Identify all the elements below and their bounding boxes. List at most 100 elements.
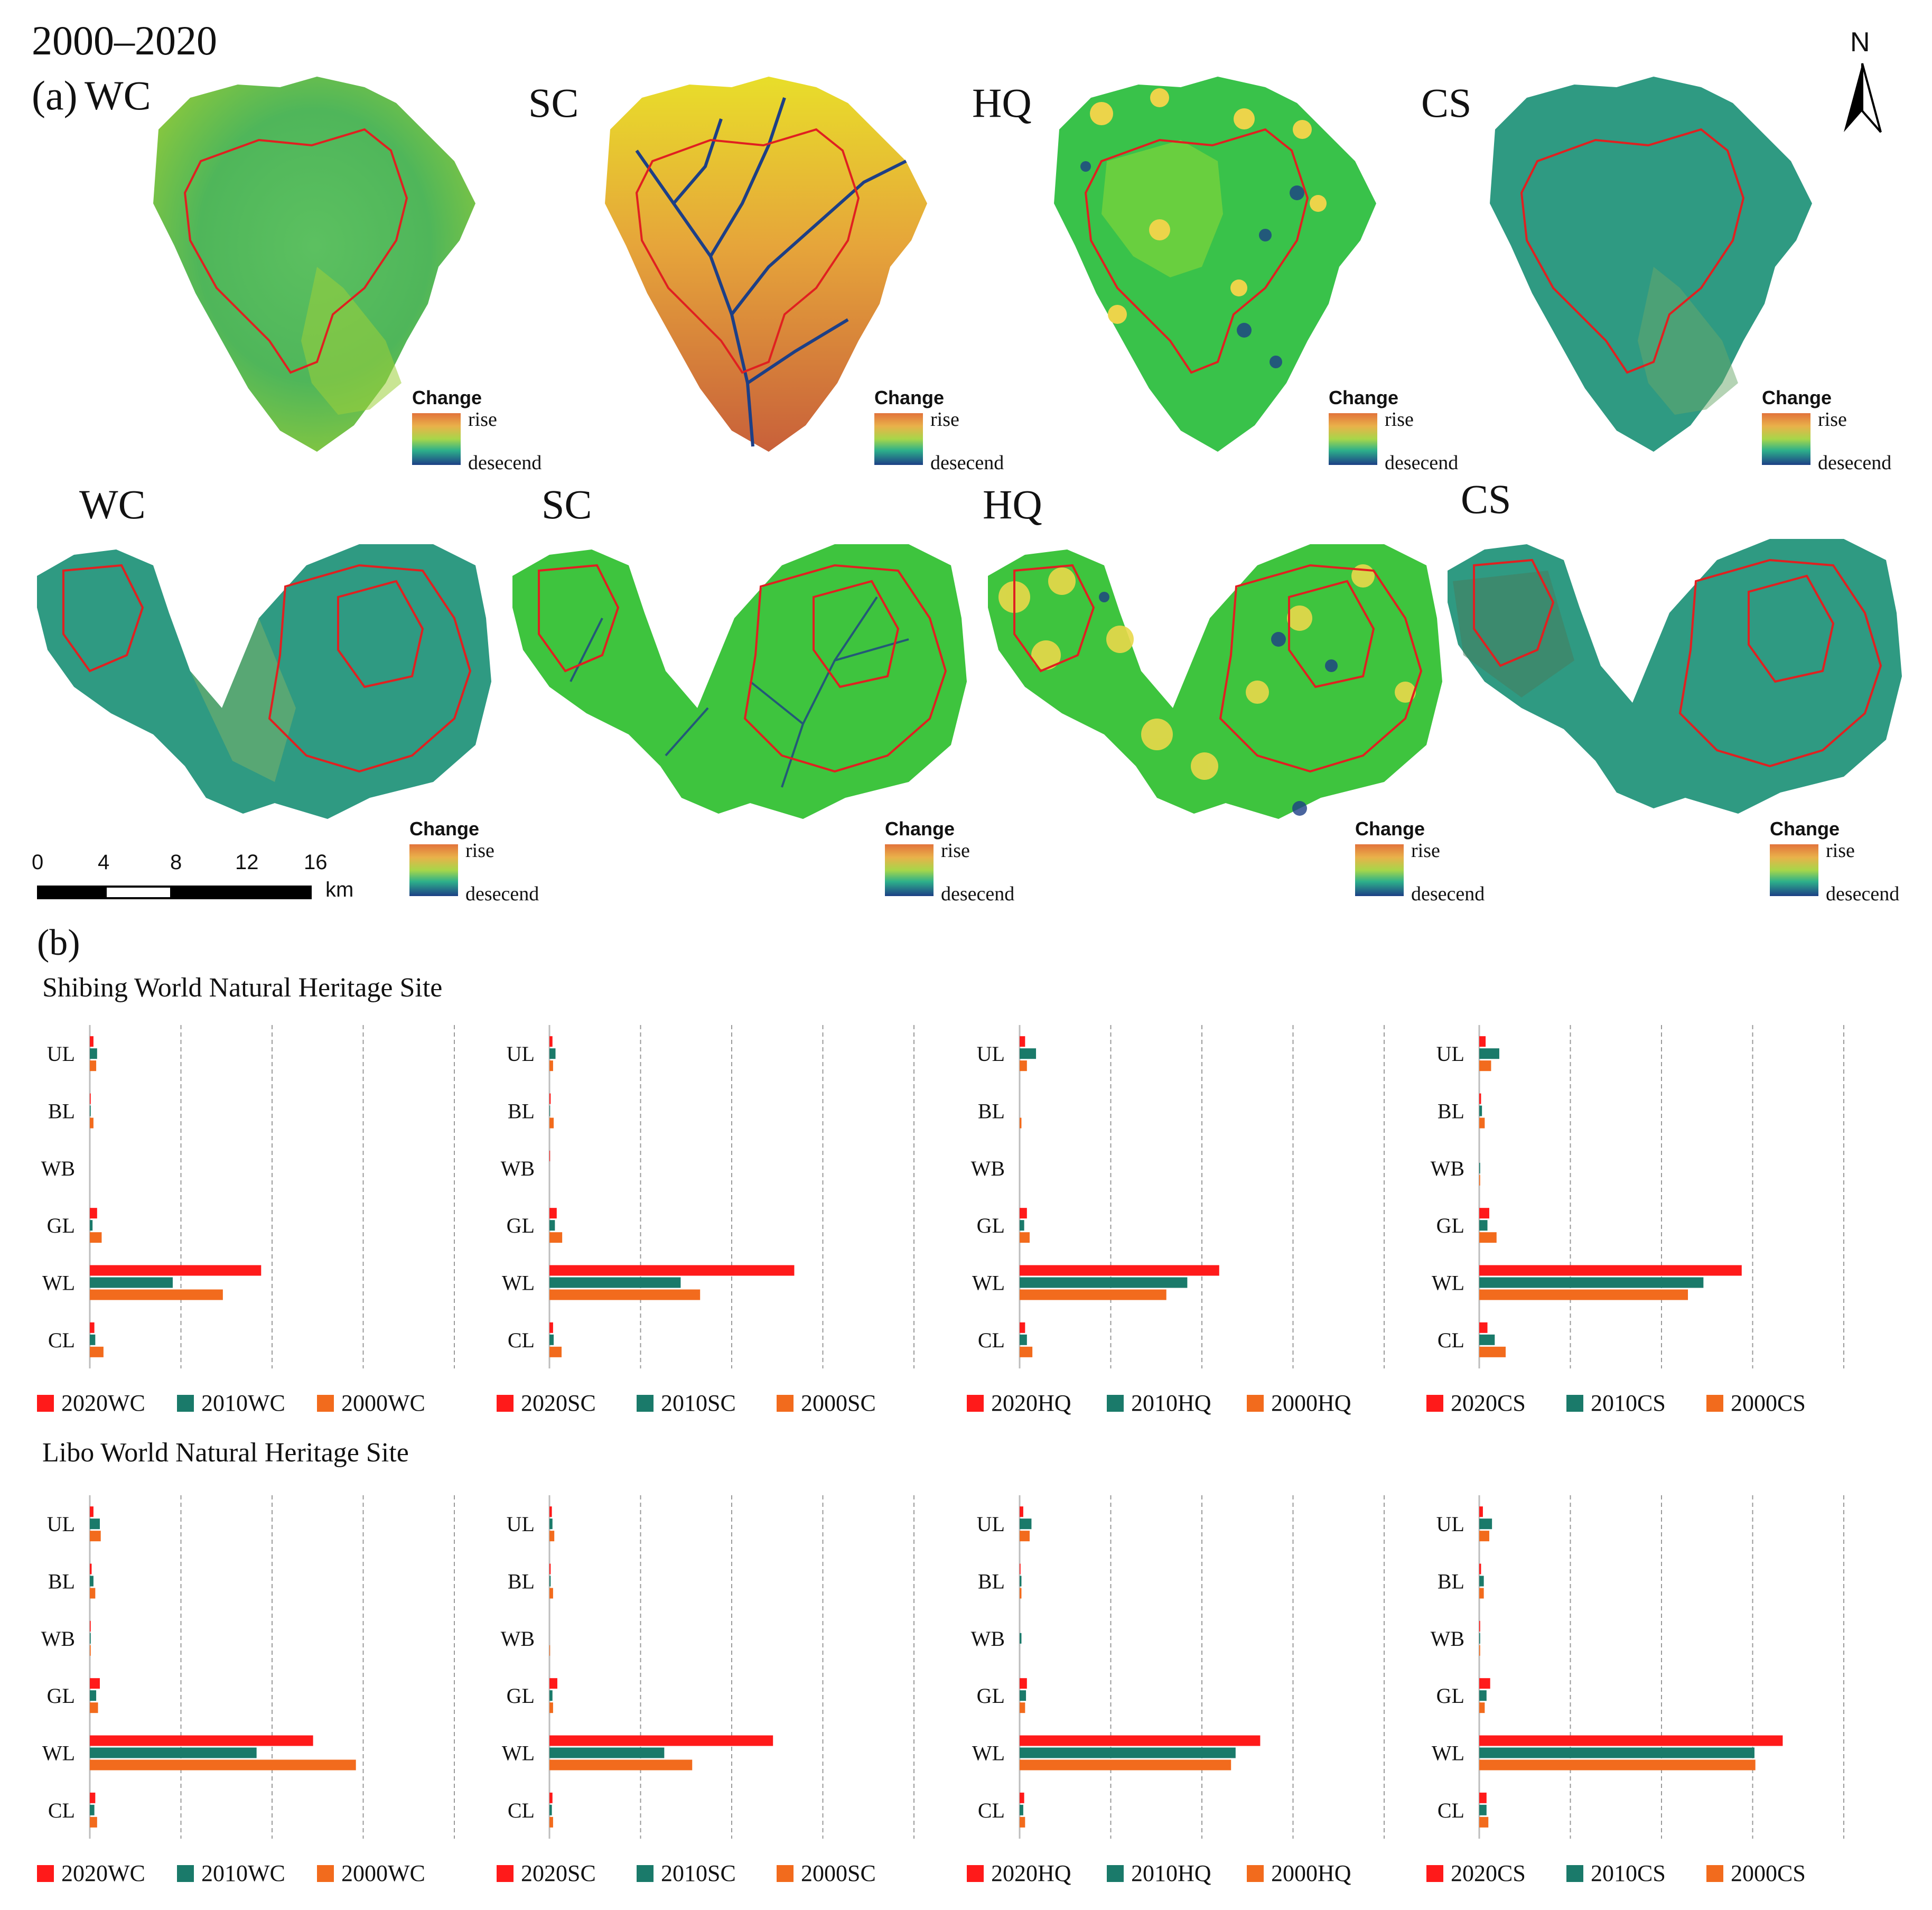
legend-low-label: desecend <box>941 883 1015 905</box>
bar-2000wc-wb <box>90 1645 91 1656</box>
scale-tick-12: 12 <box>235 851 259 874</box>
bar-2020sc-cl <box>549 1792 553 1803</box>
category-label-bl: BL <box>48 1100 75 1123</box>
bar-2000cs-wl <box>1479 1759 1756 1771</box>
legend-high-label: rise <box>468 408 497 431</box>
legend-libo-cs: Change rise desecend <box>1770 818 1932 905</box>
bar-2010cs-wl <box>1479 1747 1754 1758</box>
bar-2010wc-gl <box>90 1220 93 1231</box>
category-label-cl: CL <box>508 1328 535 1352</box>
category-label-ul: UL <box>507 1512 535 1536</box>
legend-label-2010wc: 2010WC <box>201 1860 285 1886</box>
bar-2000hq-wl <box>1020 1759 1231 1771</box>
legend-high-label: rise <box>1818 408 1847 431</box>
legend-swatch-2000wc <box>317 1865 334 1882</box>
bar-2000hq-ul <box>1020 1060 1027 1072</box>
bar-2000cs-cl <box>1479 1816 1489 1828</box>
legend-label-2020wc: 2020WC <box>61 1390 145 1416</box>
category-label-cl: CL <box>978 1328 1005 1352</box>
bar-2010sc-wl <box>549 1747 665 1758</box>
bar-2010cs-gl <box>1479 1690 1487 1701</box>
legend-high-label: rise <box>1385 408 1414 431</box>
bar-2000hq-gl <box>1020 1232 1030 1243</box>
bar-2000wc-cl <box>90 1816 97 1828</box>
legend-libo-hq: Change rise desecend <box>1355 818 1524 905</box>
chart-svg: UL BL WB GL WL CL 2020WC 2010WC 2000WC <box>37 1025 455 1416</box>
legend-label-2010hq: 2010HQ <box>1131 1390 1211 1416</box>
category-label-cl: CL <box>48 1799 75 1822</box>
category-label-wl: WL <box>1432 1271 1464 1295</box>
bar-2010hq-cl <box>1020 1334 1027 1345</box>
bar-2000wc-wl <box>90 1289 223 1300</box>
bar-2020sc-bl <box>549 1093 551 1104</box>
bar-2020wc-gl <box>90 1678 100 1689</box>
legend-libo-sc: Change rise desecend <box>885 818 1054 905</box>
bar-2000hq-gl <box>1020 1702 1025 1713</box>
bar-2010cs-bl <box>1479 1105 1482 1116</box>
legend-color-ramp <box>412 413 461 465</box>
legend-low-label: desecend <box>1826 883 1900 905</box>
legend-swatch-2010cs <box>1566 1395 1583 1412</box>
bar-2020cs-wl <box>1479 1265 1742 1276</box>
bar-2020cs-gl <box>1479 1678 1490 1689</box>
map-libo-cs <box>1448 539 1902 814</box>
category-label-gl: GL <box>977 1214 1005 1237</box>
chart-svg: UL BL WB GL WL CL 2020SC 2010SC 2000SC <box>497 1025 914 1416</box>
bar-2020wc-bl <box>90 1563 92 1574</box>
category-label-ul: UL <box>977 1042 1005 1066</box>
category-label-cl: CL <box>508 1799 535 1822</box>
bar-2020wc-wl <box>90 1265 262 1276</box>
category-label-cl: CL <box>48 1328 75 1352</box>
chart-libo-hq: UL BL WB GL WL CL 2020HQ 2010HQ 2000HQ <box>956 1485 1400 1910</box>
legend-color-ramp <box>874 413 923 465</box>
bar-2000hq-bl <box>1020 1117 1022 1129</box>
bar-2000sc-bl <box>549 1117 554 1129</box>
bar-2020wc-bl <box>90 1093 91 1104</box>
bar-2000sc-wl <box>549 1289 701 1300</box>
category-label-gl: GL <box>977 1684 1005 1708</box>
legend-label-2000wc: 2000WC <box>341 1390 425 1416</box>
bar-2010wc-cl <box>90 1334 96 1345</box>
bar-2020sc-wl <box>549 1735 773 1746</box>
category-label-ul: UL <box>1436 1512 1464 1536</box>
chart-svg: UL BL WB GL WL CL 2020WC 2010WC 2000WC <box>37 1495 455 1886</box>
bar-2020wc-cl <box>90 1792 96 1803</box>
category-label-bl: BL <box>978 1570 1005 1594</box>
bar-2000wc-bl <box>90 1588 96 1599</box>
category-label-cl: CL <box>1438 1328 1464 1352</box>
category-label-ul: UL <box>1436 1042 1464 1066</box>
bar-2010cs-cl <box>1479 1804 1487 1815</box>
bar-2000cs-gl <box>1479 1702 1485 1713</box>
category-label-bl: BL <box>1438 1100 1464 1123</box>
map-title-hq-libo: HQ <box>983 481 1042 527</box>
bar-2020hq-cl <box>1020 1792 1024 1803</box>
bar-2020sc-wb <box>549 1150 550 1161</box>
bar-2000sc-gl <box>549 1232 563 1243</box>
bar-2010wc-ul <box>90 1518 100 1530</box>
legend-label-2010cs: 2010CS <box>1591 1390 1666 1416</box>
legend-label-2000hq: 2000HQ <box>1271 1390 1351 1416</box>
scale-bar: 0 4 8 12 16 km <box>32 851 370 909</box>
category-label-wb: WB <box>41 1157 75 1180</box>
map-libo-hq <box>988 544 1442 819</box>
scale-tick-4: 4 <box>98 851 110 874</box>
bar-2000hq-ul <box>1020 1531 1030 1542</box>
legend-swatch-2020wc <box>37 1865 54 1882</box>
bar-2010wc-bl <box>90 1576 94 1587</box>
legend-high-label: rise <box>930 408 959 431</box>
bar-2010sc-ul <box>549 1518 553 1530</box>
legend-high-label: rise <box>1411 840 1440 862</box>
bar-2010wc-wl <box>90 1277 173 1288</box>
bar-2010cs-ul <box>1479 1048 1499 1059</box>
legend-label-2020wc: 2020WC <box>61 1860 145 1886</box>
panel-b-label: (b) <box>37 923 80 963</box>
category-label-wl: WL <box>972 1741 1005 1765</box>
bar-2000sc-cl <box>549 1346 562 1357</box>
category-label-wb: WB <box>1431 1627 1464 1651</box>
bar-2000wc-ul <box>90 1060 97 1072</box>
bar-2000hq-cl <box>1020 1346 1033 1357</box>
bar-2010cs-wb <box>1479 1162 1480 1173</box>
category-label-bl: BL <box>508 1570 535 1594</box>
legend-swatch-2010sc <box>637 1395 654 1412</box>
legend-low-label: desecend <box>930 452 1004 474</box>
